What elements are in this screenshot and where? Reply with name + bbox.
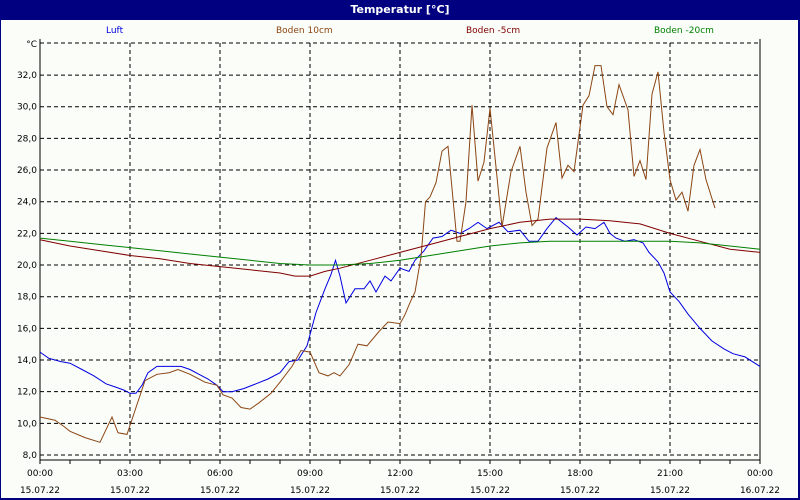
x-tick-date: 15.07.22 <box>20 486 60 496</box>
x-tick-date: 16.07.22 <box>740 486 780 496</box>
y-tick-label: 22,0 <box>17 229 37 239</box>
x-tick-date: 15.07.22 <box>380 486 420 496</box>
y-tick-label: 28,0 <box>17 134 37 144</box>
legend-item: Boden -20cm <box>654 26 714 36</box>
x-tick-time: 15:00 <box>477 469 503 479</box>
x-tick-date: 15.07.22 <box>290 486 330 496</box>
legend-item: Boden -5cm <box>466 26 521 36</box>
series-line-boden--20cm <box>39 237 761 266</box>
x-tick-time: 12:00 <box>387 469 413 479</box>
y-tick-label: 8,0 <box>23 451 38 461</box>
line-chart: 8,0 10,0 12,0 14,0 16,0 18,0 20,0 22,0 24,0 26,0 2… <box>17 39 780 496</box>
x-tick-time: 06:00 <box>207 469 233 479</box>
legend-item: Boden 10cm <box>276 26 333 36</box>
y-tick-label: 24,0 <box>17 198 37 208</box>
y-tick-label: 30,0 <box>17 103 37 113</box>
legend-item: Luft <box>106 26 124 36</box>
x-tick-time: 03:00 <box>117 469 143 479</box>
y-tick-label: 16,0 <box>17 324 37 334</box>
y-tick-label: 10,0 <box>17 419 37 429</box>
x-tick-date: 15.07.22 <box>110 486 150 496</box>
x-tick-time: 21:00 <box>657 469 683 479</box>
series-line-boden-10cm <box>39 65 716 443</box>
x-tick-time: 00:00 <box>747 469 773 479</box>
y-tick-label: 12,0 <box>17 388 37 398</box>
y-tick-label: 18,0 <box>17 293 37 303</box>
y-tick-label: 32,0 <box>17 71 37 81</box>
y-tick-label: 26,0 <box>17 166 37 176</box>
y-tick-label: 20,0 <box>17 261 37 271</box>
y-tick-label: 14,0 <box>17 356 37 366</box>
x-tick-time: 09:00 <box>297 469 323 479</box>
y-unit-label: °C <box>26 40 37 50</box>
x-tick-date: 15.07.22 <box>650 486 690 496</box>
series-line-luft <box>39 216 761 394</box>
x-tick-time: 00:00 <box>27 469 53 479</box>
x-tick-time: 18:00 <box>567 469 593 479</box>
series-line-boden--5cm <box>39 218 761 277</box>
x-tick-date: 15.07.22 <box>560 486 600 496</box>
x-tick-date: 15.07.22 <box>470 486 510 496</box>
chart-panel: Luft Boden 10cm Boden -5cm Boden -20cm 8,0 1… <box>1 20 798 498</box>
chart-title: Temperatur [°C] <box>350 3 450 16</box>
x-tick-date: 15.07.22 <box>200 486 240 496</box>
